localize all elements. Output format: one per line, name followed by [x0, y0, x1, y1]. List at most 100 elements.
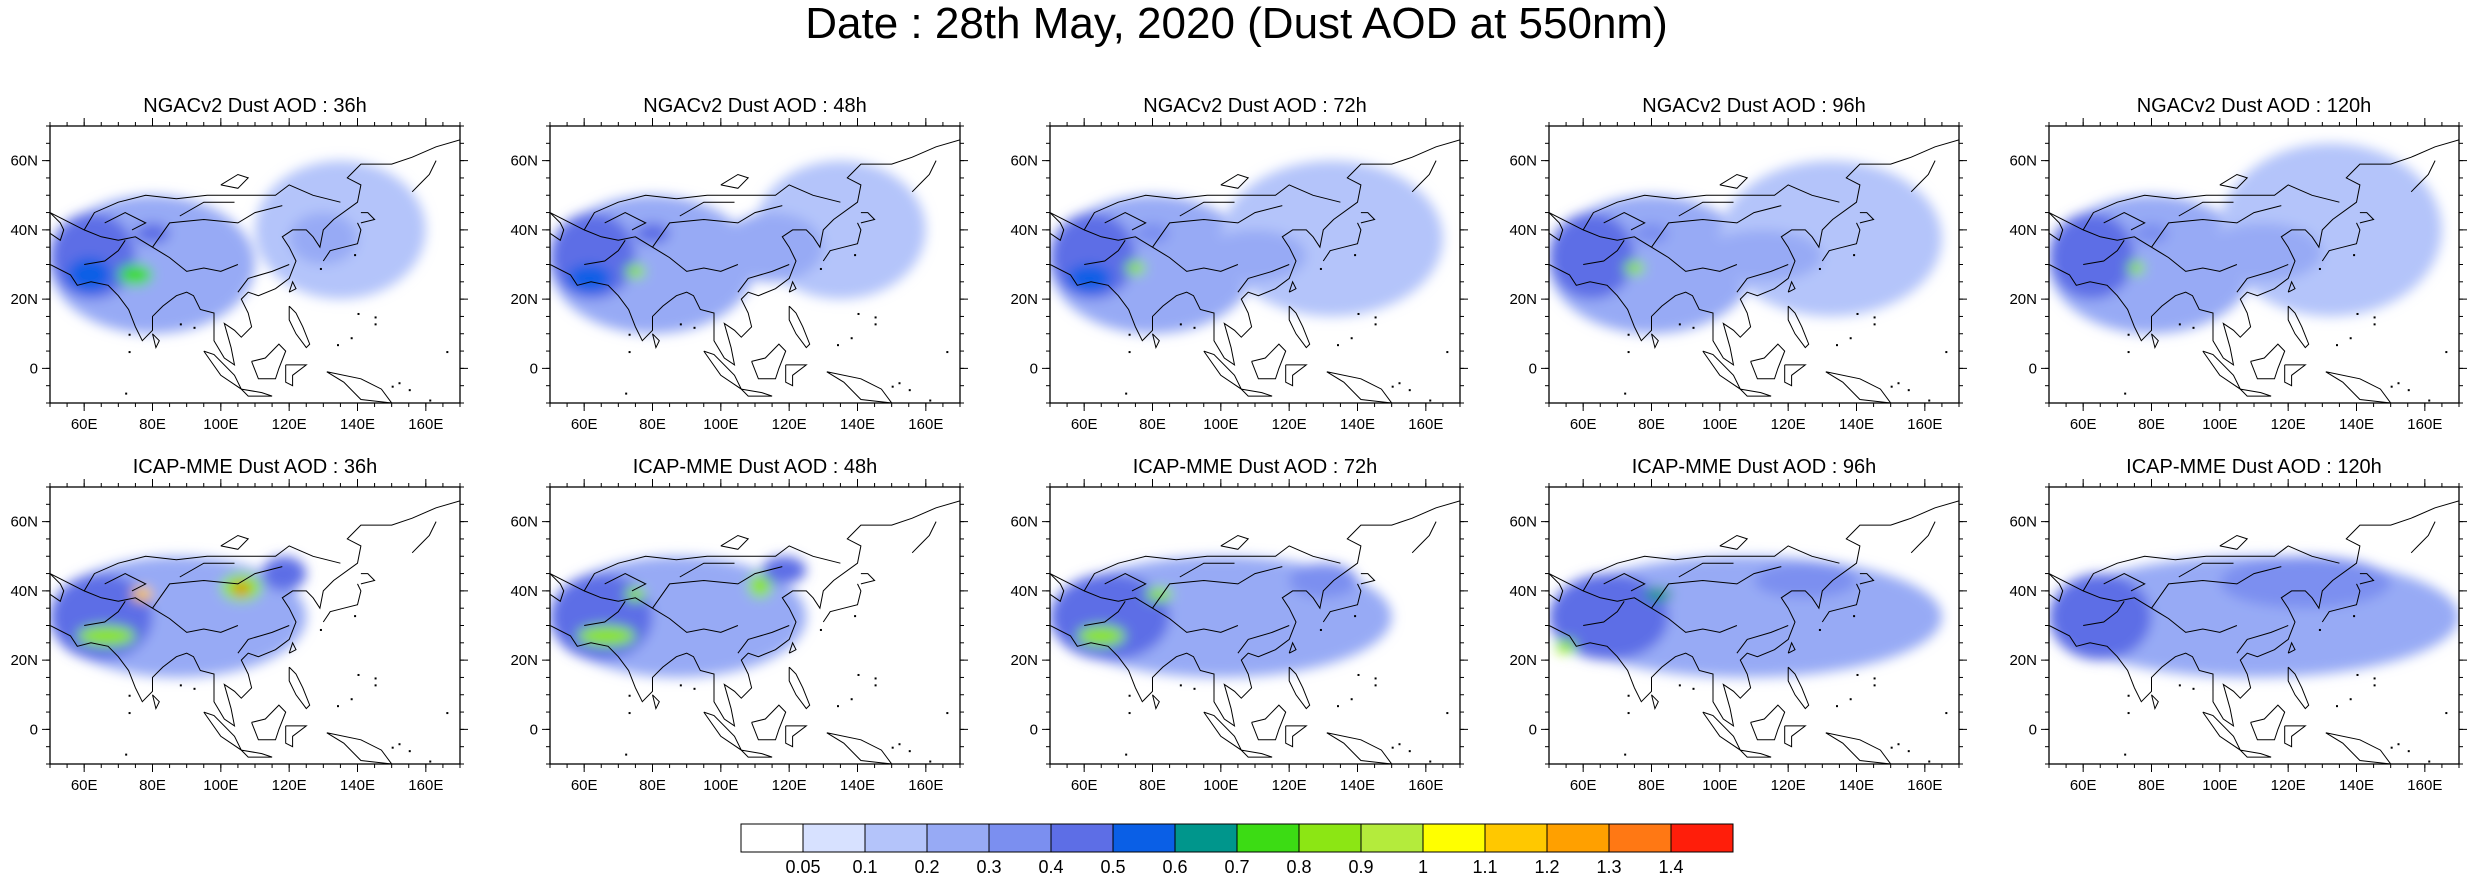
island-dot — [819, 628, 822, 631]
island-dot — [1692, 326, 1695, 329]
island-dot — [857, 312, 860, 315]
colorbar-cell — [1546, 823, 1610, 853]
aod-field — [1050, 126, 1460, 403]
colorbar-cell — [864, 823, 928, 853]
island-dot — [374, 684, 377, 687]
aod-region — [761, 556, 807, 584]
coastline — [720, 173, 750, 189]
lon-tick-label: 60E — [71, 777, 98, 794]
coastline — [785, 725, 808, 748]
island-dot — [357, 673, 360, 676]
aod-region — [1203, 229, 1307, 282]
island-dot — [179, 323, 182, 326]
coastline — [1821, 222, 1861, 262]
lon-tick-label: 160E — [2407, 416, 2442, 433]
lat-tick-label: 20N — [1010, 652, 1038, 669]
aod-region — [2127, 261, 2145, 275]
island-dot — [2445, 351, 2448, 354]
island-dot — [2428, 760, 2431, 763]
lon-tick-label: 140E — [840, 777, 875, 794]
coastline — [652, 566, 783, 609]
coastline — [288, 280, 297, 293]
coastline — [152, 694, 160, 711]
lon-tick-label: 160E — [408, 777, 443, 794]
island-dot — [2373, 684, 2376, 687]
lon-tick-label: 80E — [1139, 777, 1166, 794]
coastline — [203, 711, 243, 752]
coastline — [1220, 173, 1250, 189]
island-dot — [1627, 351, 1630, 354]
lat-tick-label: 0 — [1030, 721, 1038, 738]
coastline — [2049, 500, 2459, 727]
lat-tick-label: 20N — [10, 291, 38, 308]
island-dot — [1818, 267, 1821, 270]
island-dot — [2127, 333, 2130, 336]
colorbar-label: 0.9 — [1348, 857, 1373, 874]
coastline — [1825, 732, 1892, 764]
lon-tick-label: 140E — [1340, 416, 1375, 433]
coastline — [2151, 333, 2159, 350]
coastline — [2151, 566, 2282, 609]
lon-tick-label: 160E — [1408, 416, 1443, 433]
island-dot — [1074, 799, 1076, 801]
colorbar-label: 1.4 — [1658, 857, 1683, 874]
aod-region — [2049, 212, 2135, 300]
aod-field — [50, 126, 460, 403]
coastline — [1251, 343, 1287, 380]
coastline — [1322, 583, 1362, 623]
aod-region — [1754, 563, 1857, 598]
coastline — [1104, 573, 1147, 592]
lon-tick-label: 80E — [639, 777, 666, 794]
aod-region — [234, 583, 249, 595]
coastline — [2321, 583, 2361, 623]
aod-region — [1549, 212, 1635, 300]
island-dot — [2428, 399, 2431, 402]
coastline — [237, 264, 290, 293]
island-dot — [450, 778, 452, 780]
coastline — [2049, 573, 2064, 603]
island-dot — [1624, 753, 1627, 756]
coastline — [84, 601, 126, 626]
lat-tick-label: 40N — [510, 222, 538, 239]
island-dot — [1624, 392, 1627, 395]
island-dot — [1573, 799, 1575, 801]
coastline — [1651, 566, 1782, 609]
island-dot — [857, 673, 860, 676]
island-dot — [2356, 312, 2359, 315]
island-dot — [1429, 399, 1432, 402]
island-dot — [1446, 351, 1449, 354]
coastlines — [1050, 500, 1460, 801]
island-dot — [2336, 705, 2338, 708]
island-dot — [1873, 677, 1876, 680]
aod-region — [1067, 264, 1112, 293]
lon-tick-label: 100E — [1702, 777, 1737, 794]
island-dot — [1357, 673, 1360, 676]
lat-tick-label: 60N — [510, 153, 538, 170]
coastline — [285, 364, 308, 387]
colorbar-cell — [1236, 823, 1300, 853]
coastline — [2359, 212, 2375, 224]
coastline — [1152, 566, 1283, 609]
island-dot — [1398, 382, 1401, 385]
panel-title: ICAP-MME Dust AOD : 96h — [1632, 456, 1877, 478]
lat-tick-label: 20N — [1509, 291, 1537, 308]
island-dot — [354, 615, 357, 618]
coastline — [822, 583, 862, 623]
aod-region — [550, 573, 653, 661]
coastline — [1084, 601, 1126, 626]
island-dot — [429, 760, 432, 763]
coastline — [826, 371, 893, 403]
island-dot — [1374, 316, 1377, 319]
colorbar-cell — [1050, 823, 1114, 853]
island-dot — [1907, 750, 1910, 753]
lon-tick-label: 80E — [1638, 777, 1665, 794]
island-dot — [854, 615, 857, 618]
lon-tick-label: 100E — [1203, 416, 1238, 433]
coastline — [2250, 704, 2286, 741]
coastline — [1784, 725, 1807, 748]
map-panel: NGACv2 Dust AOD : 36h 60E 80E 100E 120E 140E 1… — [10, 95, 468, 433]
coastline — [679, 201, 735, 217]
coastline — [1583, 240, 1625, 265]
island-dot — [2390, 746, 2393, 749]
lon-tick-label: 100E — [703, 777, 738, 794]
